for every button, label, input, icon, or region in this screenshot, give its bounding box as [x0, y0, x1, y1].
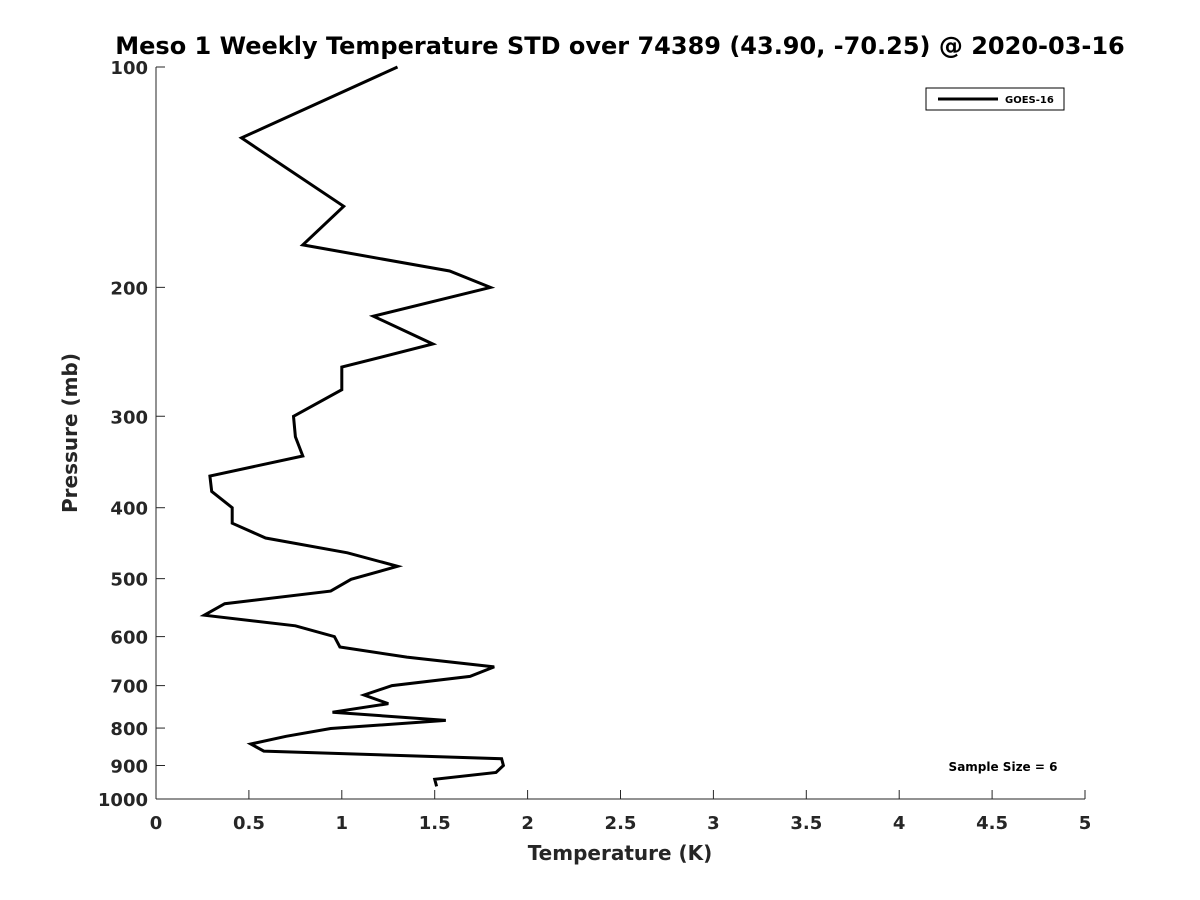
y-tick-label: 800 — [110, 719, 148, 740]
y-tick-label: 500 — [110, 570, 148, 591]
legend-label-goes-16: GOES-16 — [1005, 95, 1054, 106]
y-axis-label: Pressure (mb) — [58, 353, 82, 513]
x-tick-label: 1 — [336, 813, 349, 834]
legend: GOES-16 — [925, 87, 1065, 111]
y-tick-label: 1000 — [98, 790, 148, 811]
x-tick-label: 2 — [521, 813, 534, 834]
y-tick-label: 300 — [110, 407, 148, 428]
chart-title: Meso 1 Weekly Temperature STD over 74389… — [115, 32, 1125, 60]
sample-size-annotation: Sample Size = 6 — [949, 760, 1058, 774]
x-tick-label: 5 — [1079, 813, 1092, 834]
x-axis-label: Temperature (K) — [528, 841, 713, 865]
x-tick-label: 3.5 — [790, 813, 822, 834]
x-tick-label: 0 — [150, 813, 163, 834]
y-tick-label: 100 — [110, 58, 148, 79]
x-ticks: 0 0.5 1 1.5 2 2.5 3 3.5 4 4.5 5 — [150, 790, 1092, 834]
x-tick-label: 4 — [893, 813, 906, 834]
x-tick-label: 3 — [707, 813, 720, 834]
x-tick-label: 0.5 — [233, 813, 265, 834]
y-tick-label: 600 — [110, 628, 148, 649]
y-tick-label: 200 — [110, 278, 148, 299]
x-tick-label: 2.5 — [605, 813, 637, 834]
y-tick-label: 900 — [110, 757, 148, 778]
plot-area: 0 0.5 1 1.5 2 2.5 3 3.5 4 4.5 5 100 200 300 400 500 600… — [98, 58, 1091, 834]
y-tick-label: 700 — [110, 677, 148, 698]
y-tick-label: 400 — [110, 499, 148, 520]
x-tick-label: 4.5 — [976, 813, 1008, 834]
y-ticks: 100 200 300 400 500 600 700 800 900 1000 — [98, 58, 165, 811]
x-tick-label: 1.5 — [419, 813, 451, 834]
series-line-goes-16 — [199, 65, 506, 787]
